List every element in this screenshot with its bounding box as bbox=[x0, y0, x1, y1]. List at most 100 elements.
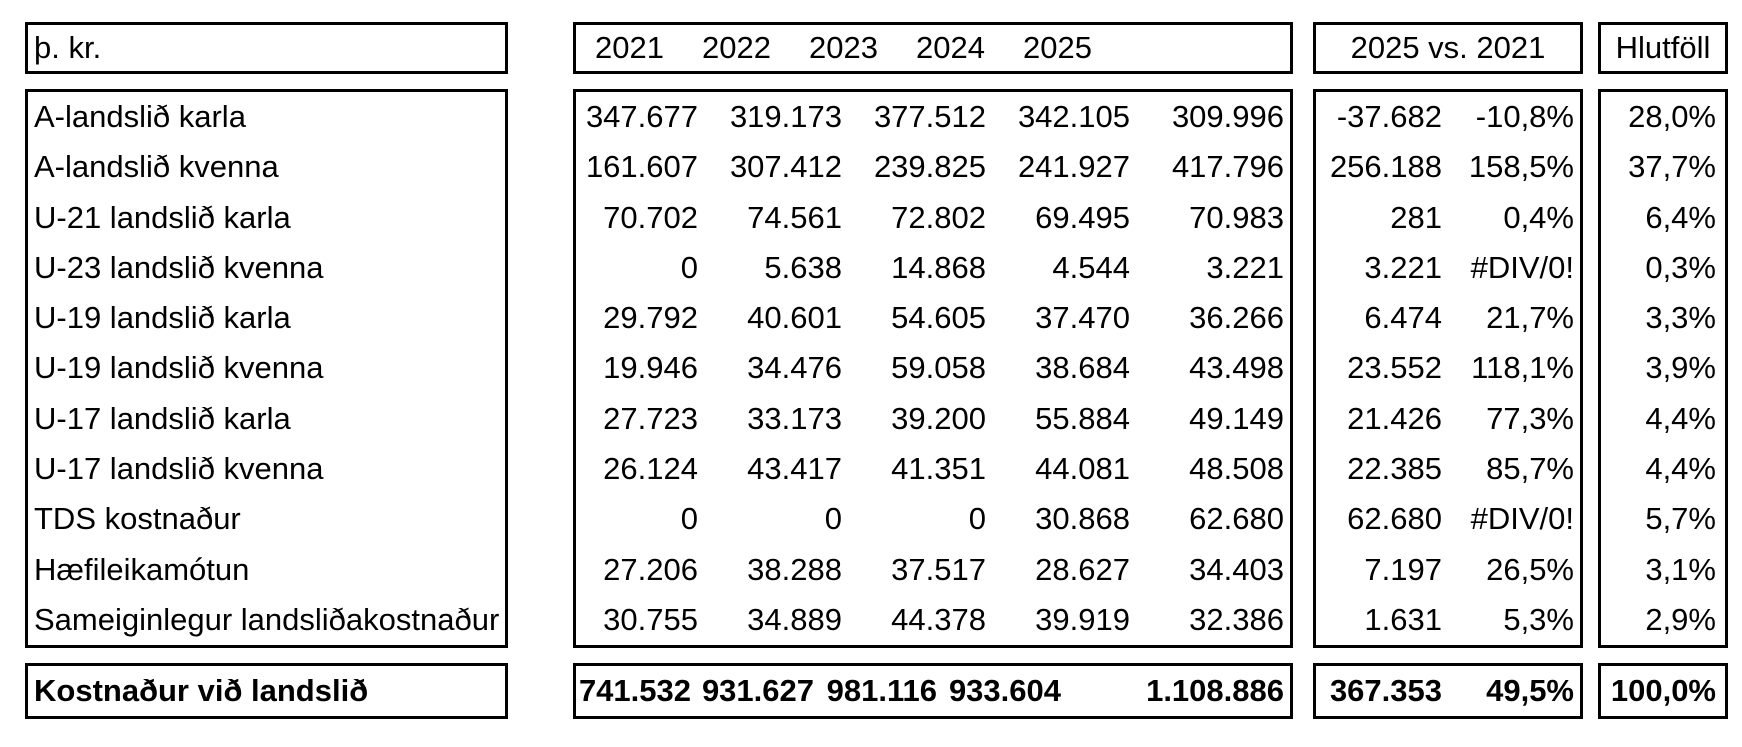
table-row: 27.206 38.288 37.517 28.627 34.403 bbox=[576, 544, 1290, 594]
year-header-row: 2021 2022 2023 2024 2025 bbox=[576, 30, 1290, 66]
pct-value: 26,5% bbox=[1486, 551, 1574, 587]
table-row: 3,9% bbox=[1601, 343, 1725, 393]
table-row: 19.946 34.476 59.058 38.684 43.498 bbox=[576, 343, 1290, 393]
vs-total-box: 367.353 49,5% bbox=[1313, 663, 1583, 719]
year-value: 241.927 bbox=[1017, 149, 1130, 185]
ratio-value: 6,4% bbox=[1645, 199, 1716, 235]
diff-value: 6.474 bbox=[1364, 300, 1442, 336]
ratio-value: 4,4% bbox=[1645, 400, 1716, 436]
year-value: 4.544 bbox=[1052, 249, 1130, 285]
year-value: 377.512 bbox=[873, 99, 986, 135]
table-row: 23.552 118,1% bbox=[1316, 343, 1580, 393]
year-value: 55.884 bbox=[1035, 400, 1130, 436]
pct-value: 0,4% bbox=[1503, 199, 1574, 235]
year-value: 54.605 bbox=[891, 300, 986, 336]
ratio-value: 3,9% bbox=[1645, 350, 1716, 386]
table-row: 3,3% bbox=[1601, 293, 1725, 343]
vs-row: 21.426 77,3% bbox=[1316, 401, 1580, 437]
year-value: 33.173 bbox=[747, 400, 842, 436]
year-value: 34.889 bbox=[747, 601, 842, 637]
unit-label: þ. kr. bbox=[34, 30, 102, 65]
total-year-value: 931.627 bbox=[701, 673, 814, 708]
diff-value: 62.680 bbox=[1347, 501, 1442, 537]
vs-row: 22.385 85,7% bbox=[1316, 451, 1580, 487]
year-value: 0 bbox=[968, 501, 986, 537]
table-row: 4,4% bbox=[1601, 444, 1725, 494]
pct-value: -10,8% bbox=[1475, 99, 1574, 135]
total-ratio-value: 100,0% bbox=[1610, 673, 1716, 708]
year-header: 2025 bbox=[1023, 30, 1092, 65]
pct-value: #DIV/0! bbox=[1470, 249, 1574, 285]
diff-value: 256.188 bbox=[1329, 149, 1442, 185]
year-value: 28.627 bbox=[1035, 551, 1130, 587]
table-row: 27.723 33.173 39.200 55.884 49.149 bbox=[576, 394, 1290, 444]
table-row: 30.755 34.889 44.378 39.919 32.386 bbox=[576, 595, 1290, 645]
year-value: 62.680 bbox=[1189, 501, 1284, 537]
vs-header-box: 2025 vs. 2021 bbox=[1313, 22, 1583, 74]
row-label: U-19 landslið karla bbox=[34, 300, 291, 336]
year-value: 34.476 bbox=[747, 350, 842, 386]
years-header-box: 2021 2022 2023 2024 2025 bbox=[573, 22, 1293, 74]
year-header: 2021 bbox=[595, 30, 664, 65]
table-row: A-landslið karla bbox=[28, 92, 505, 142]
table-row: 29.792 40.601 54.605 37.470 36.266 bbox=[576, 293, 1290, 343]
row-label: U-17 landslið karla bbox=[34, 400, 291, 436]
year-value: 417.796 bbox=[1171, 149, 1284, 185]
table-row: U-17 landslið kvenna bbox=[28, 444, 505, 494]
year-values-row: 19.946 34.476 59.058 38.684 43.498 bbox=[576, 350, 1290, 386]
total-label-box: Kostnaður við landslið bbox=[25, 663, 508, 719]
year-value: 44.378 bbox=[891, 601, 986, 637]
row-label: A-landslið karla bbox=[34, 99, 246, 135]
year-values-box: 347.677 319.173 377.512 342.105 309.996 … bbox=[573, 89, 1293, 648]
diff-value: 281 bbox=[1390, 199, 1442, 235]
ratio-header-box: Hlutföll bbox=[1598, 22, 1728, 74]
year-value: 3.221 bbox=[1206, 249, 1284, 285]
year-value: 27.206 bbox=[603, 551, 698, 587]
row-label: TDS kostnaður bbox=[34, 501, 241, 537]
table-row: 22.385 85,7% bbox=[1316, 444, 1580, 494]
vs-row: 3.221 #DIV/0! bbox=[1316, 250, 1580, 286]
year-value: 39.200 bbox=[891, 400, 986, 436]
pct-value: #DIV/0! bbox=[1470, 501, 1574, 537]
year-header: 2023 bbox=[809, 30, 878, 65]
total-pct-value: 49,5% bbox=[1486, 673, 1574, 708]
year-value: 319.173 bbox=[729, 99, 842, 135]
year-value: 49.149 bbox=[1189, 400, 1284, 436]
vs-row: 7.197 26,5% bbox=[1316, 552, 1580, 588]
diff-value: -37.682 bbox=[1336, 99, 1442, 135]
table-row: 62.680 #DIV/0! bbox=[1316, 494, 1580, 544]
diff-value: 1.631 bbox=[1364, 601, 1442, 637]
year-value: 29.792 bbox=[603, 300, 698, 336]
diff-value: 21.426 bbox=[1347, 400, 1442, 436]
vs-header: 2025 vs. 2021 bbox=[1350, 30, 1546, 65]
year-value: 30.868 bbox=[1035, 501, 1130, 537]
year-value: 39.919 bbox=[1035, 601, 1130, 637]
diff-value: 23.552 bbox=[1347, 350, 1442, 386]
row-label: U-17 landslið kvenna bbox=[34, 450, 324, 486]
ratio-value: 0,3% bbox=[1645, 249, 1716, 285]
row-labels-box: A-landslið karla A-landslið kvenna U-21 … bbox=[25, 89, 508, 648]
year-value: 0 bbox=[680, 501, 698, 537]
year-totals-row: 741.532 931.627 981.116 933.604 1.108.88… bbox=[576, 673, 1290, 709]
year-header: 2022 bbox=[702, 30, 771, 65]
vs-row: 281 0,4% bbox=[1316, 200, 1580, 236]
table-row: 0 0 0 30.868 62.680 bbox=[576, 494, 1290, 544]
table-row: A-landslið kvenna bbox=[28, 142, 505, 192]
total-year-value: 981.116 bbox=[826, 673, 937, 708]
year-value: 309.996 bbox=[1171, 99, 1284, 135]
table-row: 161.607 307.412 239.825 241.927 417.796 bbox=[576, 142, 1290, 192]
ratio-value: 2,9% bbox=[1645, 601, 1716, 637]
year-value: 307.412 bbox=[729, 149, 842, 185]
table-row: 3,1% bbox=[1601, 544, 1725, 594]
year-values-row: 26.124 43.417 41.351 44.081 48.508 bbox=[576, 451, 1290, 487]
vs-row: 6.474 21,7% bbox=[1316, 300, 1580, 336]
total-diff-value: 367.353 bbox=[1329, 673, 1442, 708]
ratio-value: 3,3% bbox=[1645, 300, 1716, 336]
table-row: 281 0,4% bbox=[1316, 193, 1580, 243]
year-totals-box: 741.532 931.627 981.116 933.604 1.108.88… bbox=[573, 663, 1293, 719]
vs-row: 1.631 5,3% bbox=[1316, 602, 1580, 638]
year-values-row: 70.702 74.561 72.802 69.495 70.983 bbox=[576, 200, 1290, 236]
table-row: 70.702 74.561 72.802 69.495 70.983 bbox=[576, 193, 1290, 243]
year-value: 34.403 bbox=[1189, 551, 1284, 587]
